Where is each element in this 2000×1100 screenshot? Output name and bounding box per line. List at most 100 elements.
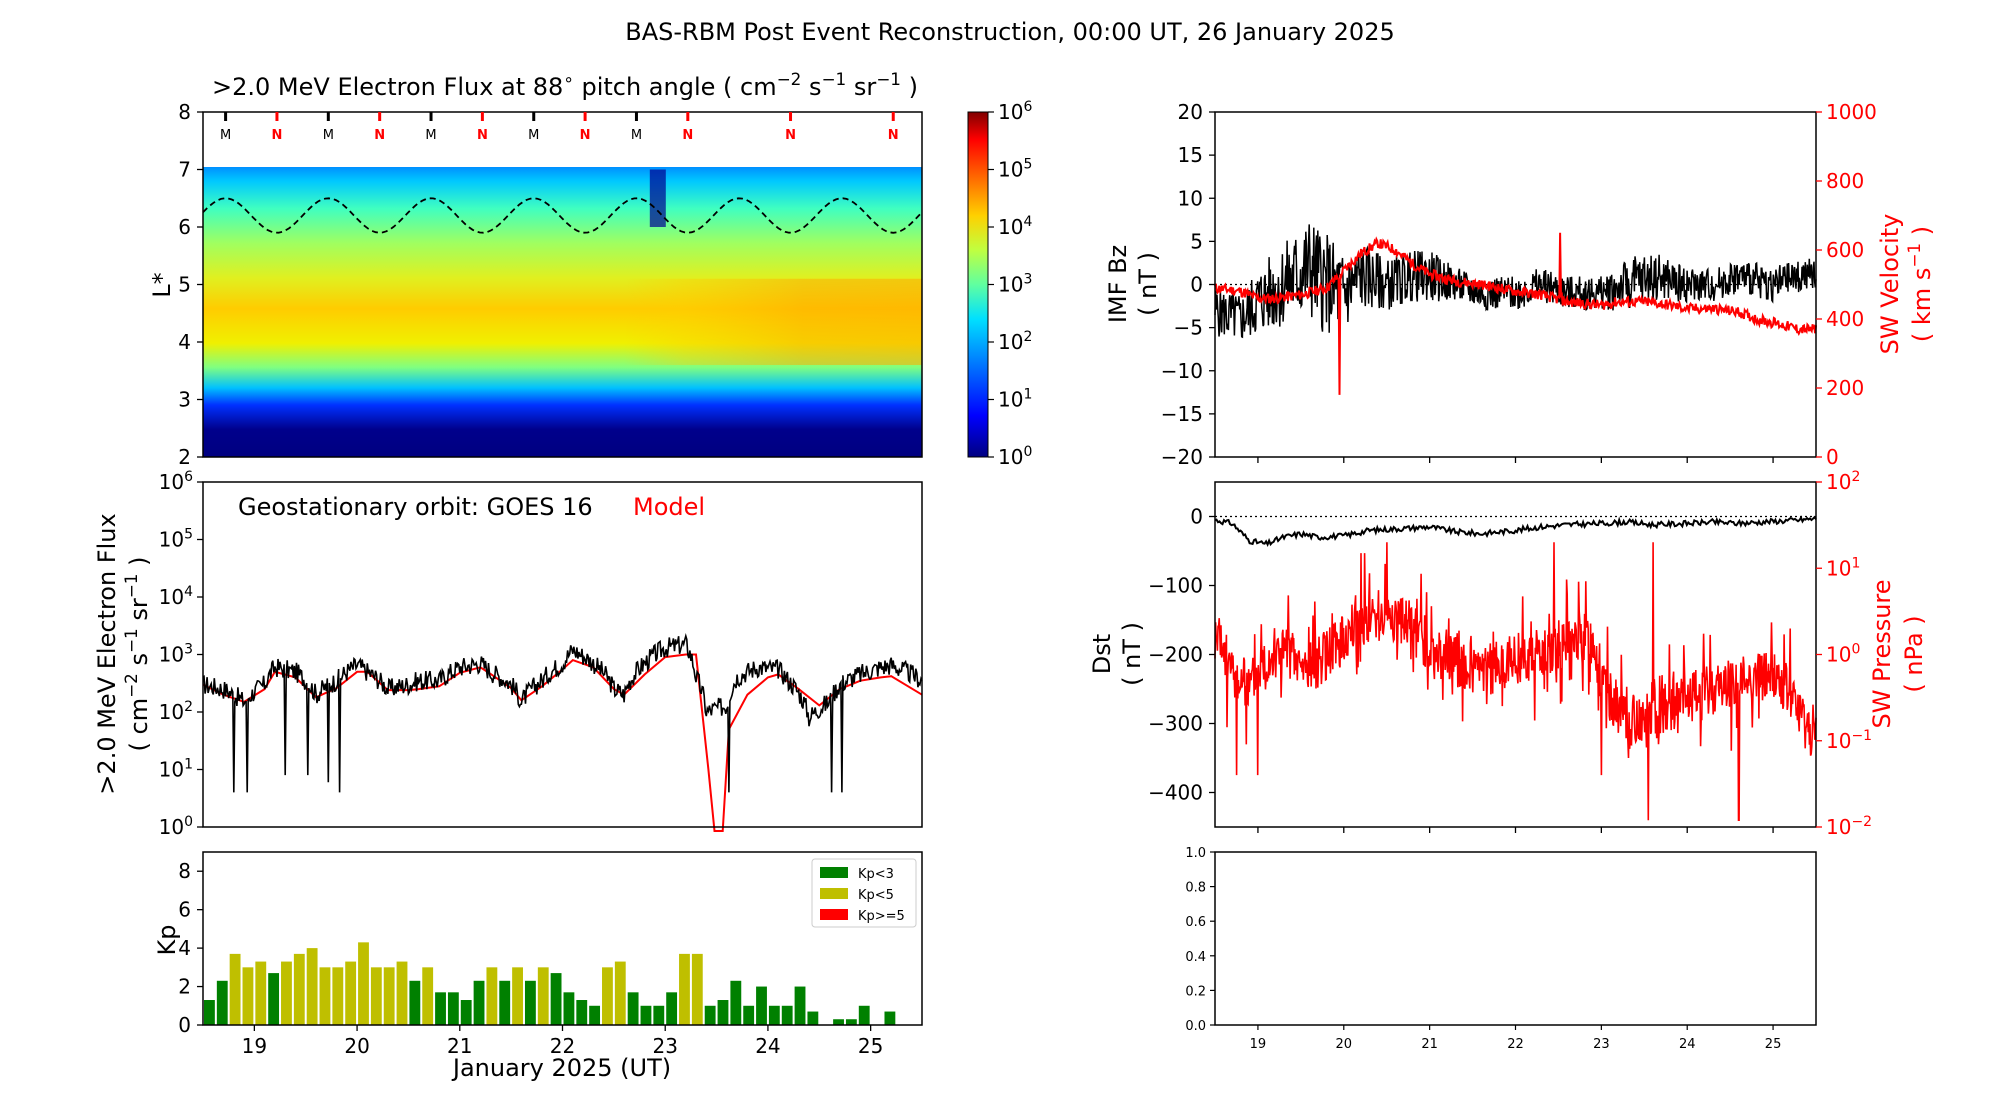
kp-bar — [563, 992, 575, 1025]
kp-bar — [717, 1000, 729, 1025]
orbit-marker-label: N — [580, 128, 591, 143]
text-run: 10 — [1826, 470, 1851, 494]
superscript: −2 — [121, 673, 141, 698]
y-tick-label: 0.6 — [1185, 915, 1206, 930]
text-run: 10 — [1826, 643, 1851, 667]
kp-bar — [229, 953, 241, 1025]
x-tick-label: 24 — [755, 1034, 780, 1058]
heatmap-y-ticks: 2 3 4 5 6 7 8 — [178, 100, 203, 469]
kp-bar — [242, 967, 254, 1025]
model-flux-line — [202, 653, 923, 832]
y-tick-label: 0.8 — [1185, 881, 1206, 896]
heatmap-ylabel: L* — [148, 272, 176, 297]
orbit-marker-label: M — [323, 128, 334, 143]
heatmap-enhanced-band — [624, 278, 922, 365]
kp-bar — [499, 980, 511, 1025]
text-run: 10 — [159, 815, 184, 839]
text-run: ( cm — [125, 698, 153, 752]
kp-y-ticks: 0 2 4 6 8 — [178, 859, 203, 1037]
y-tick-label: 0 — [1190, 273, 1203, 297]
flux-heatmap-panel: >2.0 MeV Electron Flux at 88∘ pitch angl… — [148, 69, 1032, 469]
x-tick-label: 19 — [1250, 1037, 1267, 1052]
kp-bar — [473, 980, 485, 1025]
empty-panel: 0.0 0.2 0.4 0.6 0.8 1.0 19 20 21 22 23 24 25 — [1185, 846, 1817, 1052]
x-tick-label: 25 — [858, 1034, 883, 1058]
superscript: 1 — [1851, 555, 1860, 571]
kp-bar — [640, 1005, 652, 1025]
kp-bar — [768, 1005, 780, 1025]
sw-pressure-ylabel-units: ( nPa ) — [1900, 615, 1928, 692]
y-tick-label: 105 — [159, 527, 193, 552]
superscript: 6 — [1023, 99, 1032, 115]
y-tick-label: 0 — [178, 1013, 191, 1037]
x-tick-label: 22 — [550, 1034, 575, 1058]
sw-velocity-ylabel-units: ( km s−1 ) — [1904, 226, 1936, 342]
y-tick-label: −5 — [1174, 316, 1203, 340]
colorbar-tick-label: 101 — [998, 387, 1032, 412]
orbit-marker-label: M — [528, 128, 539, 143]
text-run: 10 — [159, 585, 184, 609]
kp-bar — [794, 986, 806, 1025]
geo-annotation: Geostationary orbit: GOES 16 — [238, 493, 593, 521]
figure-title: BAS-RBM Post Event Reconstruction, 00:00… — [625, 18, 1395, 46]
y-tick-label-right: 100 — [1826, 642, 1860, 667]
kp-bar — [691, 953, 703, 1025]
text-run: 10 — [998, 273, 1023, 297]
text-run: 10 — [998, 445, 1023, 469]
imf-ylabel: IMF Bz — [1104, 245, 1132, 323]
y-tick-label: 4 — [178, 330, 191, 354]
kp-bar — [370, 967, 382, 1025]
text-run: ) — [1908, 226, 1936, 243]
kp-bar — [730, 980, 742, 1025]
superscript: 0 — [1851, 642, 1860, 658]
text-run: sr — [846, 73, 876, 101]
text-run: 10 — [159, 758, 184, 782]
x-tick-label: 19 — [242, 1034, 267, 1058]
kp-bar — [332, 967, 344, 1025]
empty-frame — [1214, 851, 1817, 1026]
geo-flux-plot-area — [202, 633, 923, 832]
superscript: 5 — [1023, 157, 1032, 173]
kp-bar — [460, 1000, 472, 1025]
empty-y-ticks: 0.0 0.2 0.4 0.6 0.8 1.0 — [1185, 846, 1215, 1034]
dst-line — [1214, 515, 1817, 548]
sw-pressure-line — [1214, 542, 1817, 821]
kp-bar — [884, 1011, 896, 1025]
kp-bar — [845, 1019, 857, 1025]
y-tick-label: −200 — [1148, 643, 1203, 667]
colorbar-tick-label: 106 — [998, 99, 1032, 124]
heatmap-title: >2.0 MeV Electron Flux at 88∘ pitch angl… — [212, 69, 918, 101]
y-tick-label-right: 200 — [1826, 376, 1864, 400]
goes-flux-line — [202, 633, 923, 793]
text-run: 10 — [159, 528, 184, 552]
orbit-marker-label: N — [785, 128, 796, 143]
kp-bar — [704, 1005, 716, 1025]
y-tick-label: 100 — [159, 814, 193, 839]
text-run: 10 — [1826, 815, 1851, 839]
y-tick-label: −400 — [1148, 781, 1203, 805]
x-tick-label: 22 — [1507, 1037, 1524, 1052]
y-tick-label: 0.4 — [1185, 950, 1206, 965]
text-run: 10 — [1826, 729, 1851, 753]
y-tick-label-right: 400 — [1826, 307, 1864, 331]
kp-bar — [537, 967, 549, 1025]
kp-bar — [409, 980, 421, 1025]
y-tick-label: 2 — [178, 975, 191, 999]
kp-bar — [319, 967, 331, 1025]
kp-bar — [807, 1011, 819, 1025]
colorbar-tick-label: 104 — [998, 214, 1032, 239]
orbit-marker-label: N — [374, 128, 385, 143]
text-run: ) — [125, 557, 153, 574]
dst-ylabel: Dst — [1088, 634, 1116, 674]
y-tick-label: −20 — [1161, 445, 1203, 469]
kp-bar — [486, 967, 498, 1025]
y-tick-label-right: 10−1 — [1826, 728, 1872, 753]
superscript: 3 — [184, 642, 193, 658]
superscript: −1 — [821, 69, 846, 89]
superscript: −1 — [1851, 728, 1872, 744]
text-run: 10 — [998, 100, 1023, 124]
